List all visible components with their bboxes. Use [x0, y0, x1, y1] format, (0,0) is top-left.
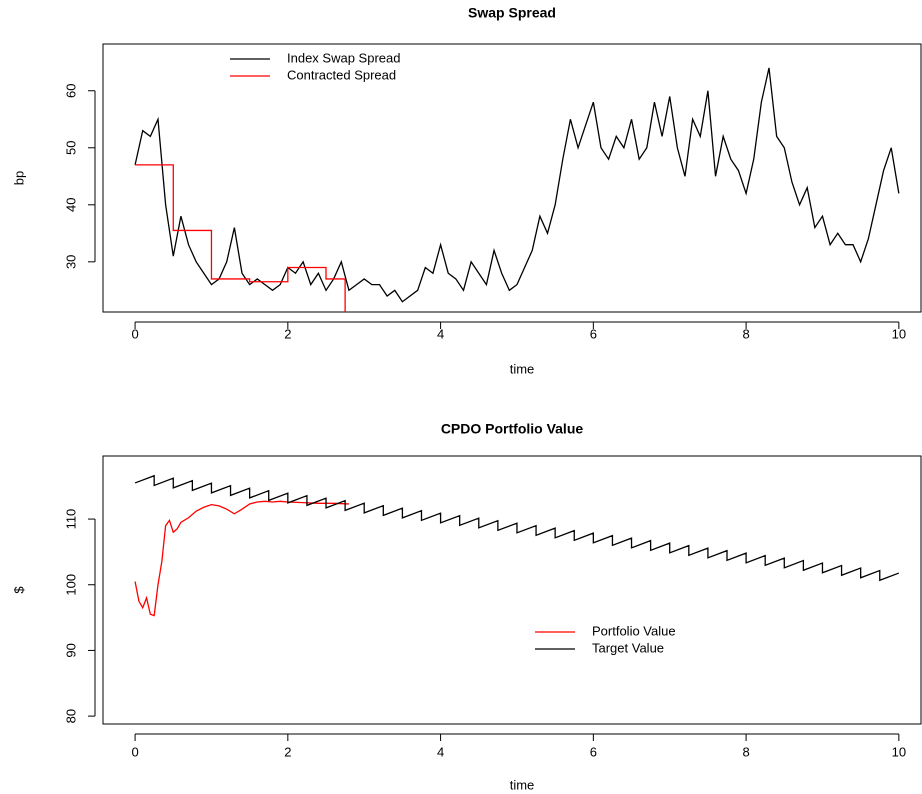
plot-frame — [102, 43, 922, 313]
x-tick-label: 2 — [284, 744, 291, 759]
x-tick-label: 8 — [742, 326, 749, 341]
x-tick-label: 0 — [131, 326, 138, 341]
data-line — [134, 67, 900, 303]
x-axis-label: time — [510, 777, 535, 792]
data-line — [134, 474, 900, 582]
y-tick-label: 100 — [63, 574, 78, 596]
x-tick-label: 8 — [742, 744, 749, 759]
legend-label: Target Value — [592, 640, 664, 655]
panel: Swap Spread 0 2 4 6 8 10 30 40 50 60 time bp Index Sw… — [11, 5, 922, 376]
x-tick-label: 10 — [892, 326, 906, 341]
chart-title: Swap Spread — [468, 5, 556, 21]
y-axis-label: bp — [11, 171, 26, 185]
x-tick-label: 4 — [437, 744, 444, 759]
y-tick-label: 30 — [63, 255, 78, 269]
x-axis-label: time — [510, 361, 535, 376]
y-axis-label: $ — [11, 586, 26, 594]
legend-label: Index Swap Spread — [287, 50, 400, 65]
y-tick-label: 80 — [63, 709, 78, 723]
data-line — [134, 500, 349, 617]
x-tick-label: 6 — [590, 326, 597, 341]
x-tick-label: 4 — [437, 326, 444, 341]
data-line — [135, 164, 346, 312]
legend-label: Contracted Spread — [287, 67, 396, 82]
x-tick-label: 2 — [284, 326, 291, 341]
legend-label: Portfolio Value — [592, 623, 676, 638]
chart-title: CPDO Portfolio Value — [441, 421, 584, 437]
y-tick-label: 110 — [63, 509, 78, 530]
y-tick-label: 90 — [63, 643, 78, 657]
x-tick-label: 0 — [131, 744, 138, 759]
plot-frame — [102, 455, 922, 725]
y-tick-label: 40 — [63, 198, 78, 212]
panel: CPDO Portfolio Value 0 2 4 6 8 10 80 90 100 110 tim… — [11, 421, 922, 792]
y-tick-label: 50 — [63, 141, 78, 155]
x-tick-label: 6 — [590, 744, 597, 759]
x-tick-label: 10 — [892, 744, 906, 759]
y-tick-label: 60 — [63, 84, 78, 98]
